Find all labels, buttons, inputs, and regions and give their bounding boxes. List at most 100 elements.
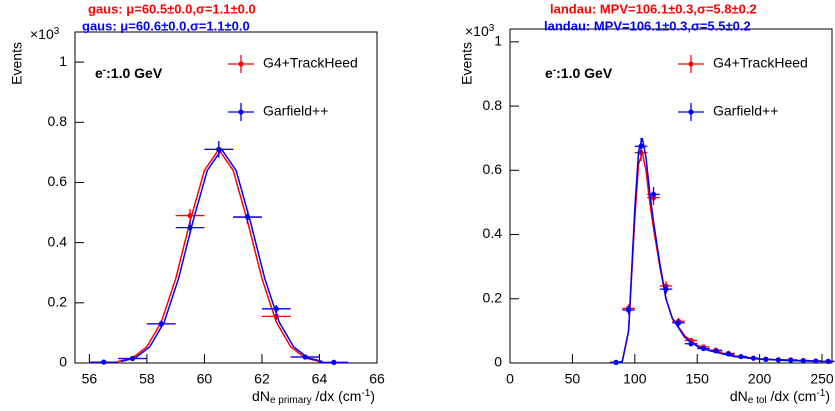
x-axis-title-part: e primary — [270, 395, 312, 406]
fit-label: gaus: μ=60.6±0.0,σ=1.1±0.0 — [82, 18, 250, 33]
data-point — [650, 191, 657, 197]
y-tick-label: 0.6 — [483, 161, 503, 177]
data-point — [688, 341, 694, 347]
legend-label: Garfield++ — [713, 103, 778, 119]
data-point — [725, 351, 732, 357]
x-axis-title-part: /dx (cm — [312, 388, 362, 404]
data-point — [613, 359, 619, 365]
x-tick-label: 100 — [623, 371, 647, 387]
fit-curve — [117, 148, 320, 363]
data-point — [700, 345, 707, 352]
y-tick-label: 0.4 — [48, 233, 68, 249]
data-point — [663, 286, 669, 292]
fit-label: landau: MPV=106.1±0.3,σ=5.8±0.2 — [550, 1, 757, 16]
legend-marker — [688, 61, 694, 67]
x-tick-label: 60 — [197, 371, 213, 387]
annotation-part: - — [553, 65, 556, 76]
x-tick-label: 0 — [506, 371, 514, 387]
annotation-part: :1.0 GeV — [556, 65, 613, 81]
data-point — [101, 359, 107, 365]
x-axis-title-part: ) — [370, 388, 375, 404]
y-tick-label: 0.2 — [483, 289, 503, 305]
data-point — [331, 359, 337, 365]
x-axis-title-part: /dx (cm — [767, 388, 817, 404]
fit-curve — [120, 148, 323, 363]
plot-frame — [74, 31, 378, 364]
data-point — [302, 354, 308, 360]
legend-label: G4+TrackHeed — [263, 55, 358, 71]
data-point — [750, 355, 756, 361]
data-point — [800, 358, 806, 364]
x-axis-title-part: ) — [825, 388, 830, 404]
annotation: e-:1.0 GeV — [95, 65, 163, 81]
x-tick-label: 56 — [82, 371, 98, 387]
fit-label: landau: MPV=106.1±0.3,σ=5.5±0.2 — [544, 18, 751, 33]
x-axis-title-part: dN — [252, 388, 270, 404]
y-tick-label: 0.8 — [483, 97, 503, 113]
x-axis-title-part: -1 — [816, 388, 825, 399]
data-point — [775, 357, 781, 363]
annotation-part: - — [103, 65, 106, 76]
x-axis-title: dNe tol /dx (cm-1) — [730, 388, 830, 406]
data-point — [738, 353, 744, 360]
data-point — [187, 212, 193, 219]
legend-marker — [688, 109, 694, 115]
plot-frame — [509, 28, 833, 364]
legend-marker — [238, 61, 244, 67]
y-tick-label: 0.4 — [483, 225, 503, 241]
y-tick-label: 0.2 — [48, 294, 68, 310]
data-point — [713, 348, 719, 354]
x-axis-title-part: dN — [730, 388, 748, 404]
annotation-part: :1.0 GeV — [106, 65, 163, 81]
legend-label: Garfield++ — [263, 103, 328, 119]
x-tick-label: 250 — [810, 371, 834, 387]
data-point — [813, 358, 819, 364]
y-tick-label: 1 — [494, 33, 502, 49]
data-point — [763, 356, 769, 363]
data-point — [638, 143, 644, 149]
y-tick-label: 0.8 — [48, 113, 68, 129]
data-point — [273, 306, 279, 312]
y-tick-label: 0.6 — [48, 173, 68, 189]
data-point — [129, 355, 136, 362]
y-tick-label: 1 — [59, 53, 67, 69]
y-multiplier: ×103 — [30, 26, 60, 42]
y-multiplier-part: ×10 — [30, 26, 54, 42]
y-axis-title: Events — [9, 42, 25, 85]
annotation-part: e — [545, 65, 553, 81]
data-point — [625, 307, 632, 313]
x-axis-title-part: e tol — [748, 395, 767, 406]
y-tick-label: 0 — [59, 354, 67, 370]
fit-curve — [615, 149, 823, 364]
annotation-part: e — [95, 65, 103, 81]
data-point — [788, 357, 794, 363]
data-point — [825, 358, 831, 364]
y-multiplier-part: ×10 — [465, 23, 489, 39]
data-point — [216, 146, 222, 152]
y-multiplier-part: 3 — [54, 26, 60, 37]
fit-label: gaus: μ=60.5±0.0,σ=1.1±0.0 — [88, 1, 256, 16]
data-point — [187, 224, 193, 231]
fit-curve — [615, 137, 823, 364]
x-axis-title: dNe primary /dx (cm-1) — [252, 388, 375, 406]
x-tick-label: 66 — [369, 371, 385, 387]
x-tick-label: 58 — [139, 371, 155, 387]
y-multiplier-part: 3 — [489, 23, 495, 34]
y-multiplier: ×103 — [465, 23, 495, 39]
x-axis-title-part: -1 — [361, 388, 370, 399]
x-tick-label: 50 — [565, 371, 581, 387]
x-tick-label: 64 — [312, 371, 328, 387]
x-tick-label: 62 — [254, 371, 270, 387]
legend-label: G4+TrackHeed — [713, 55, 808, 71]
y-axis-title: Events — [459, 42, 475, 85]
x-tick-label: 200 — [748, 371, 772, 387]
data-point — [158, 321, 164, 327]
y-tick-label: 0 — [494, 354, 502, 370]
annotation: e-:1.0 GeV — [545, 65, 613, 81]
x-tick-label: 150 — [686, 371, 710, 387]
data-point — [244, 214, 251, 220]
legend-marker — [238, 109, 244, 115]
data-point — [675, 320, 682, 326]
